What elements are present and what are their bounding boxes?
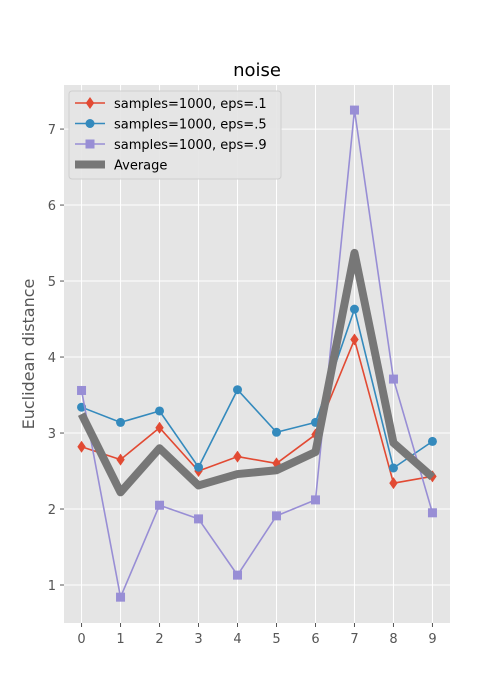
data-point [349,304,359,314]
y-tick-label: 3 [48,427,56,442]
series-line [80,109,434,598]
data-point [271,511,281,521]
legend-marker [85,119,95,128]
legend-label: Average [114,159,167,174]
x-tick-label: 7 [350,632,358,647]
series-line [81,308,433,469]
data-point [155,421,164,434]
data-point [116,453,125,466]
legend-item: samples=1000, eps=.5 [75,118,267,133]
y-tick-label: 4 [48,351,56,366]
data-point [155,406,165,416]
series-line [77,248,436,497]
x-tick-label: 8 [389,632,397,647]
data-point [389,477,398,490]
legend-label: samples=1000, eps=.1 [114,97,267,112]
y-tick-label: 1 [48,579,56,594]
legend-marker [85,97,95,109]
data-point [350,333,359,346]
data-point [427,508,437,518]
x-tick-label: 6 [311,632,319,647]
x-tick-label: 3 [194,632,202,647]
y-tick-label: 2 [48,503,56,518]
x-axis: 0 1 2 3 4 5 6 7 8 9 [77,623,437,647]
data-point [427,436,437,446]
legend-marker [85,139,95,149]
legend-label: samples=1000, eps=.9 [114,138,267,153]
data-point [388,374,398,384]
series-1 [77,304,437,473]
legend-item: Average [75,159,167,174]
chart-title: noise [233,60,281,81]
legend-box [68,90,282,180]
data-point [349,105,359,115]
series-3 [77,248,436,497]
y-tick-label: 6 [48,199,56,214]
data-point [77,385,87,395]
legend: samples=1000, eps=.1 samples=1000, eps=.5… [68,90,282,180]
x-tick-label: 4 [233,632,241,647]
y-tick-label: 5 [48,275,56,290]
data-point [77,440,86,453]
data-point [233,385,243,395]
series-layer [77,105,437,602]
data-point [116,592,126,602]
data-point [116,417,126,427]
legend-item: samples=1000, eps=.9 [75,138,267,153]
x-tick-label: 0 [77,632,85,647]
data-point [155,500,165,510]
y-tick-label: 7 [48,123,56,138]
data-point [233,450,242,463]
series-line [81,338,433,484]
x-tick-label: 5 [272,632,280,647]
data-point [194,462,204,472]
data-point [388,463,398,473]
y-axis: 1 2 3 4 5 6 7 [48,123,64,594]
series-2 [77,105,437,602]
y-axis-label: Euclidean distance [19,279,38,430]
data-point [194,514,204,524]
x-tick-label: 1 [116,632,124,647]
data-point [310,495,320,505]
legend-label: samples=1000, eps=.5 [114,118,267,133]
x-tick-label: 9 [428,632,436,647]
legend-item: samples=1000, eps=.1 [75,97,267,112]
data-point [233,570,243,580]
data-point [271,427,281,437]
x-tick-label: 2 [155,632,163,647]
